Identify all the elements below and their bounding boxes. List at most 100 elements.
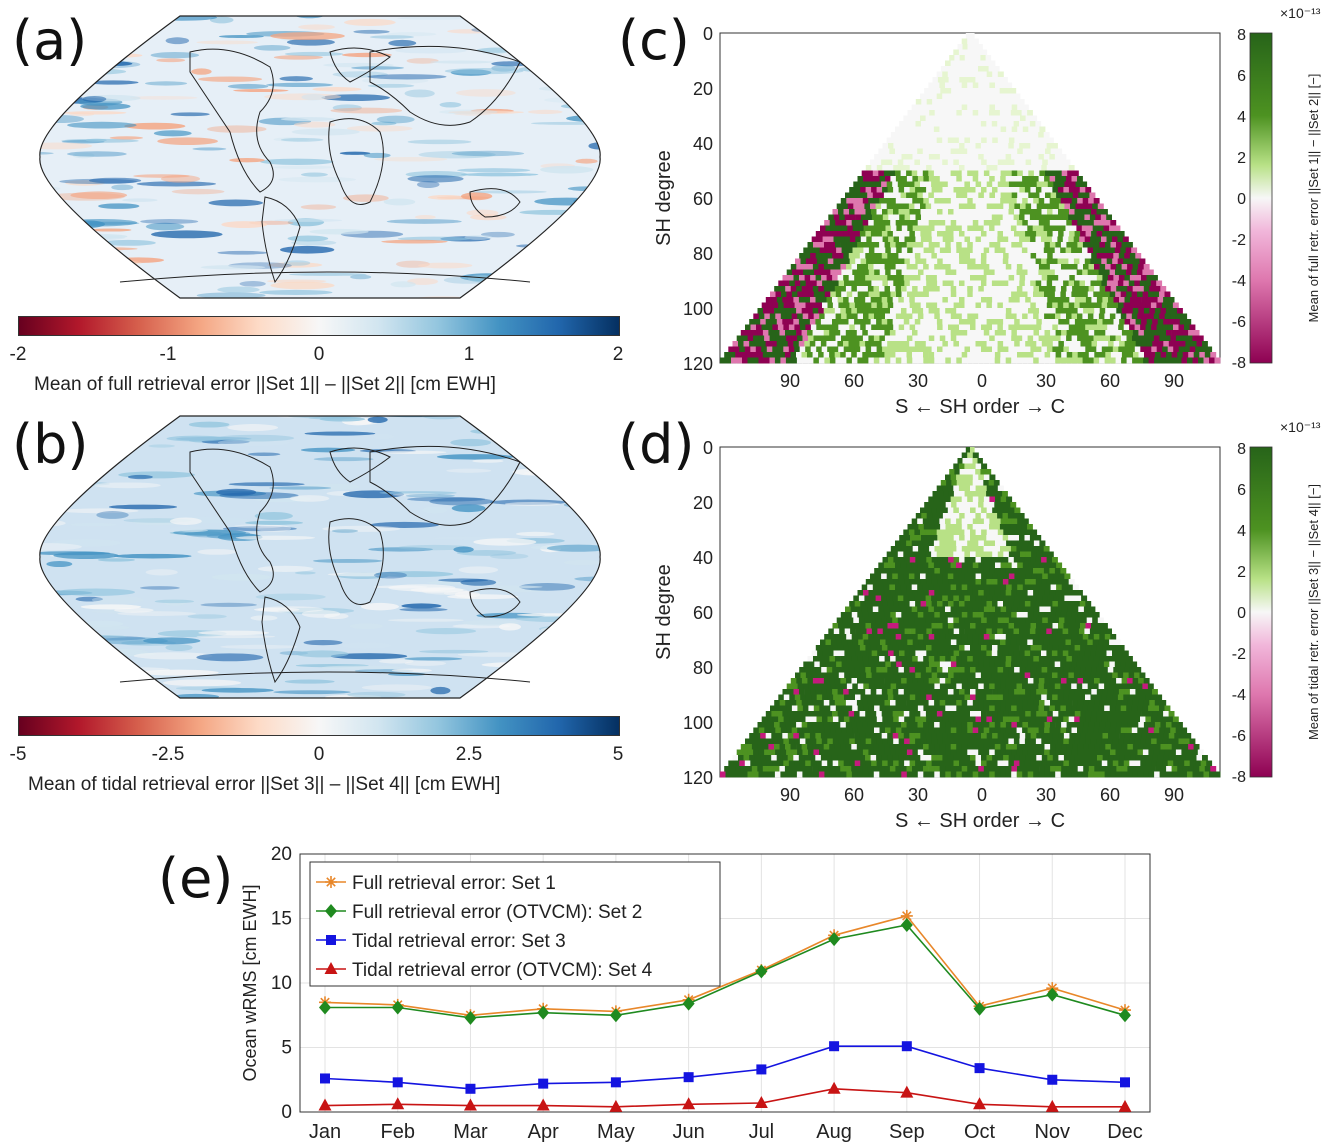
sh-cell <box>808 335 814 342</box>
sh-cell <box>794 694 801 701</box>
sh-cell <box>868 264 874 270</box>
sh-cell <box>961 546 968 552</box>
sh-cell <box>1077 264 1084 270</box>
sh-cell <box>1008 258 1015 265</box>
sh-cell <box>1000 176 1007 182</box>
sh-cell <box>840 264 847 270</box>
sh-cell <box>887 231 894 237</box>
sh-cell <box>879 357 886 364</box>
sh-cell <box>1069 209 1075 215</box>
sh-cell <box>1096 280 1102 287</box>
sh-cell <box>901 683 908 690</box>
map-cell <box>407 139 472 145</box>
sh-cell <box>981 601 987 607</box>
sh-cell <box>1072 286 1078 292</box>
sh-cell <box>1101 650 1107 657</box>
sh-cell <box>851 634 858 640</box>
sh-cell <box>917 606 924 613</box>
sh-cell <box>956 518 963 525</box>
sh-cell <box>1035 302 1042 309</box>
sh-cell <box>981 137 988 144</box>
sh-cell <box>1085 324 1092 331</box>
sh-cell <box>923 568 930 574</box>
map-cell <box>397 16 471 20</box>
sh-cell <box>986 507 993 514</box>
sh-cell <box>854 297 860 303</box>
map-cell <box>562 12 601 15</box>
sh-cell <box>1050 192 1057 199</box>
sh-cell <box>964 601 971 607</box>
sh-cell <box>925 617 932 624</box>
sh-cell <box>753 313 760 320</box>
sh-cell <box>1022 352 1029 358</box>
sh-cell <box>1088 308 1095 314</box>
sh-cell <box>983 220 990 226</box>
sh-cell <box>1058 181 1065 188</box>
sh-cell <box>970 672 976 679</box>
sh-cell <box>1031 115 1038 122</box>
sh-cell <box>1200 346 1207 353</box>
map-cell <box>94 482 161 489</box>
sh-cell <box>821 253 828 259</box>
sh-cell <box>843 623 850 629</box>
sh-cell <box>1017 584 1024 591</box>
sh-cell <box>800 280 807 287</box>
sh-cell <box>840 634 847 640</box>
map-cell <box>448 110 524 114</box>
sh-cell <box>986 121 993 127</box>
sh-cell <box>789 694 796 701</box>
sh-cell <box>981 319 987 325</box>
map-cell <box>139 669 219 676</box>
sh-cell <box>863 661 870 668</box>
sh-cell <box>1066 308 1073 314</box>
sh-cell <box>909 601 916 607</box>
sh-cell <box>879 683 886 690</box>
sh-cell <box>1058 297 1065 303</box>
map-cell <box>454 591 481 598</box>
map-cell <box>211 573 271 581</box>
sh-cell <box>893 623 899 629</box>
sh-cell <box>961 352 968 358</box>
sh-cell <box>961 330 968 336</box>
sh-cell <box>1031 137 1038 144</box>
sh-cell <box>1056 192 1063 199</box>
sh-cell <box>1000 82 1007 89</box>
sh-cell <box>931 557 938 563</box>
map-cell <box>101 239 156 246</box>
sh-cell <box>933 540 940 547</box>
sh-cell <box>830 225 837 232</box>
sh-cell <box>991 650 998 657</box>
sh-cell <box>1013 628 1020 635</box>
sh-cell <box>818 656 825 662</box>
sh-cell <box>1055 220 1062 226</box>
sh-cell <box>830 291 837 298</box>
sh-cell <box>926 694 933 701</box>
sh-cell <box>950 352 957 358</box>
sh-cell <box>867 330 874 336</box>
sh-cell <box>1061 308 1067 314</box>
sh-cell <box>1035 143 1042 149</box>
sh-cell <box>823 264 830 270</box>
sh-cell <box>986 617 993 624</box>
sh-cell <box>972 220 979 226</box>
sh-cell <box>837 253 844 259</box>
sh-cell <box>928 82 935 89</box>
sh-cell <box>967 335 974 342</box>
sh-cell <box>975 55 981 61</box>
sh-cell <box>1117 672 1124 679</box>
sh-cell <box>961 524 968 530</box>
sh-cell <box>764 335 770 342</box>
sh-cell <box>890 678 896 684</box>
sh-cell <box>970 33 975 39</box>
map-cell <box>529 40 575 45</box>
sh-cell <box>945 132 952 138</box>
sh-cell <box>1030 280 1037 287</box>
sh-cell <box>1027 269 1034 276</box>
sh-cell <box>964 346 971 353</box>
sh-cell <box>1039 352 1045 358</box>
sh-cell <box>893 187 899 193</box>
sh-cell <box>848 275 855 281</box>
sh-cell <box>975 491 982 497</box>
map-cell <box>321 665 402 670</box>
sh-cell <box>956 540 963 547</box>
